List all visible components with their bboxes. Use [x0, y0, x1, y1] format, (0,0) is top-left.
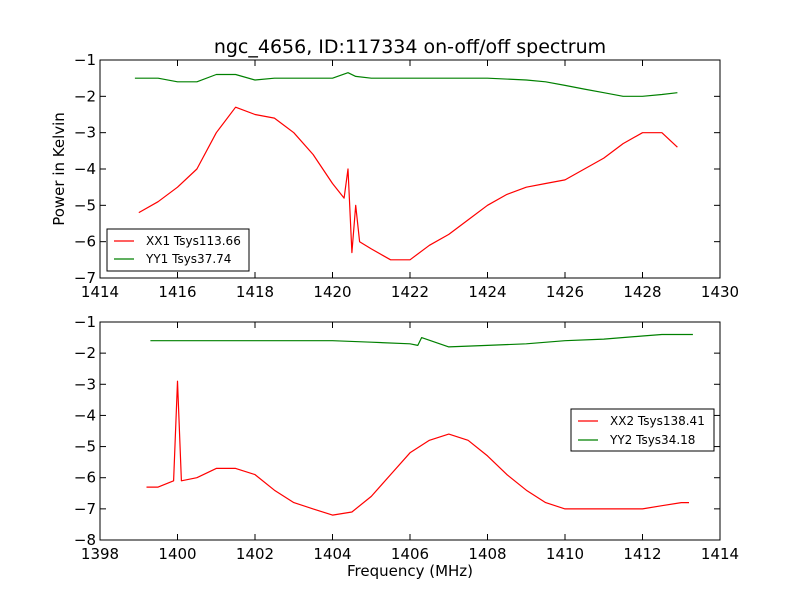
- x-tick-label: 1426: [546, 283, 584, 301]
- x-tick-label: 1420: [313, 283, 351, 301]
- y-tick-label: −1: [74, 313, 96, 331]
- y-tick-label: −1: [74, 51, 96, 69]
- y-tick-label: −2: [74, 344, 96, 362]
- top-series-layer: [134, 72, 678, 261]
- y-tick-label: −2: [74, 87, 96, 105]
- chart-title: ngc_4656, ID:117334 on-off/off spectrum: [214, 36, 606, 58]
- x-tick-label: 1414: [701, 545, 739, 563]
- bottom-x-ticks: 1398 1400 1402 1404 1406 1408 1410 1412 1414: [81, 322, 739, 563]
- x-tick-label: 1400: [158, 545, 196, 563]
- y-tick-label: −4: [74, 160, 96, 178]
- legend-label-yy2: YY2 Tsys34.18: [609, 433, 695, 447]
- y-tick-label: −7: [74, 500, 96, 518]
- x-tick-label: 1416: [158, 283, 196, 301]
- x-tick-label: 1418: [236, 283, 274, 301]
- x-tick-label: 1424: [468, 283, 506, 301]
- x-tick-label: 1414: [81, 283, 119, 301]
- legend-box: [570, 408, 715, 452]
- series-line-xx1: [138, 106, 678, 261]
- y-tick-label: −5: [74, 196, 96, 214]
- bottom-y-ticks: −8 −7 −6 −5 −4 −3 −2 −1: [74, 313, 720, 549]
- top-x-ticks: 1414 1416 1418 1420 1422 1424 1426 1428 1430: [81, 60, 739, 301]
- x-tick-label: 1428: [623, 283, 661, 301]
- y-tick-label: −4: [74, 406, 96, 424]
- y-tick-label: −3: [74, 375, 96, 393]
- top-legend: XX1 Tsys113.66 YY1 Tsys37.74: [106, 228, 250, 272]
- x-tick-label: 1402: [236, 545, 274, 563]
- y-tick-label: −6: [74, 233, 96, 251]
- x-tick-label: 1422: [391, 283, 429, 301]
- bottom-series-layer: [146, 333, 693, 516]
- series-line-yy1: [134, 72, 678, 97]
- legend-label-yy1: YY1 Tsys37.74: [145, 252, 231, 266]
- x-tick-label: 1406: [391, 545, 429, 563]
- x-tick-label: 1410: [546, 545, 584, 563]
- y-tick-label: −8: [74, 531, 96, 549]
- legend-box: [106, 228, 250, 272]
- x-axis-label: Frequency (MHz): [347, 562, 473, 580]
- series-line-xx2: [146, 380, 689, 516]
- top-spectrum-chart: ngc_4656, ID:117334 on-off/off spectrum …: [50, 36, 739, 301]
- y-tick-label: −3: [74, 124, 96, 142]
- series-line-yy2: [150, 333, 693, 348]
- legend-label-xx1: XX1 Tsys113.66: [146, 234, 241, 248]
- y-tick-label: −6: [74, 469, 96, 487]
- bottom-spectrum-chart: 1398 1400 1402 1404 1406 1408 1410 1412 1414 −8−…: [74, 313, 739, 580]
- bottom-legend: XX2 Tsys138.41 YY2 Tsys34.18: [570, 408, 715, 452]
- top-y-ticks: −7 −6 −5 −4 −3 −2 −1: [74, 51, 720, 287]
- legend-label-xx2: XX2 Tsys138.41: [610, 414, 705, 428]
- x-tick-label: 1412: [623, 545, 661, 563]
- y-axis-label: Power in Kelvin: [50, 112, 68, 226]
- x-tick-label: 1398: [81, 545, 119, 563]
- x-tick-label: 1408: [468, 545, 506, 563]
- x-tick-label: 1430: [701, 283, 739, 301]
- x-tick-label: 1404: [313, 545, 351, 563]
- y-tick-label: −5: [74, 438, 96, 456]
- y-tick-label: −7: [74, 269, 96, 287]
